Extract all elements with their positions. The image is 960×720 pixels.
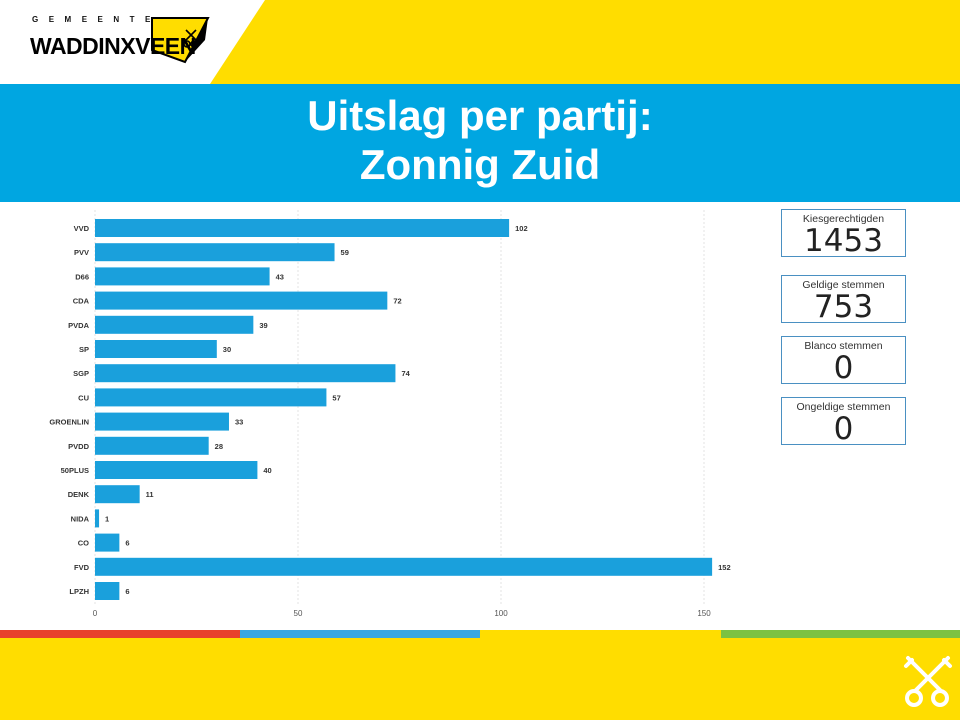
footer-stripe-red — [0, 630, 240, 638]
category-label: FVD — [74, 563, 90, 572]
data-label: 40 — [263, 466, 271, 475]
data-label: 6 — [125, 539, 129, 548]
data-label: 72 — [393, 297, 401, 306]
x-tick-label: 0 — [93, 609, 98, 618]
bar — [95, 364, 396, 383]
kpi-label: Blanco stemmen — [804, 340, 883, 352]
category-label: LPZH — [69, 587, 89, 596]
x-tick-label: 100 — [494, 609, 508, 618]
bar — [95, 412, 229, 431]
bar — [95, 291, 388, 310]
kpi-label: Geldige stemmen — [802, 279, 885, 291]
logo-gemeente-text: GEMEENTE — [32, 15, 161, 24]
category-label: PVDD — [68, 442, 89, 451]
page-title: Uitslag per partij: — [307, 92, 653, 139]
bar — [95, 436, 209, 455]
category-label: DENK — [68, 490, 90, 499]
footer-stripe-blue — [240, 630, 480, 638]
footer-keys-icon — [904, 656, 952, 707]
title-band: Uitslag per partij: Zonnig Zuid — [0, 84, 960, 202]
category-label: D66 — [75, 272, 89, 281]
kpi-card-invalid-votes: Ongeldige stemmen 0 — [781, 397, 906, 445]
footer-stripe-green — [721, 630, 960, 638]
data-label: 1 — [105, 514, 109, 523]
category-label: NIDA — [71, 514, 90, 523]
data-label: 30 — [223, 345, 231, 354]
bar — [95, 219, 510, 237]
data-label: 102 — [515, 224, 528, 233]
kpi-value: 753 — [813, 289, 874, 325]
kpi-card-eligible-voters: Kiesgerechtigden 1453 — [781, 209, 906, 257]
bar — [95, 533, 120, 552]
data-label: 39 — [259, 321, 267, 330]
category-label: PVV — [74, 248, 89, 257]
bar — [95, 582, 120, 600]
data-label: 57 — [332, 393, 340, 402]
kpi-value: 1453 — [804, 223, 883, 259]
category-label: SGP — [73, 369, 89, 378]
bar — [95, 315, 254, 334]
data-label: 6 — [125, 587, 129, 596]
kpi-value: 0 — [833, 411, 854, 447]
page-subtitle: Zonnig Zuid — [359, 141, 601, 188]
bar — [95, 509, 100, 528]
category-label: VVD — [74, 224, 90, 233]
data-label: 28 — [215, 442, 223, 451]
logo-name-text: WADDINXVEEN — [30, 33, 196, 59]
kpi-card-valid-votes: Geldige stemmen 753 — [781, 275, 906, 323]
category-label: 50PLUS — [61, 466, 89, 475]
kpi-value: 0 — [833, 350, 854, 386]
category-label: GROENLIN — [49, 418, 89, 427]
category-label: CO — [78, 539, 89, 548]
category-label: SP — [79, 345, 89, 354]
category-label: PVDA — [68, 321, 89, 330]
footer-background — [0, 638, 960, 720]
data-label: 59 — [341, 248, 349, 257]
bar — [95, 267, 270, 286]
kpi-label: Kiesgerechtigden — [802, 213, 885, 225]
bar — [95, 340, 217, 358]
bar — [95, 557, 713, 576]
logo-keys-icon — [183, 29, 198, 48]
x-tick-label: 50 — [294, 609, 303, 618]
data-label: 33 — [235, 418, 243, 427]
category-label: CU — [78, 393, 89, 402]
data-label: 74 — [401, 369, 410, 378]
x-tick-label: 150 — [697, 609, 711, 618]
header-graphic — [0, 0, 265, 84]
bar — [95, 461, 258, 479]
bar — [95, 485, 140, 504]
data-label: 43 — [276, 272, 284, 281]
bar — [95, 388, 327, 407]
kpi-label: Ongeldige stemmen — [796, 401, 891, 413]
data-label: 11 — [146, 490, 154, 499]
category-label: CDA — [73, 297, 90, 306]
footer-stripe-yellow — [480, 630, 721, 638]
party-results-chart: 0 50 100 150 VVD 102 PVV 59 D66 43 CDA 72 PVDA 39 SP 30… — [49, 210, 731, 618]
logo-shield-shadow-icon — [185, 18, 208, 62]
data-label: 152 — [718, 563, 731, 572]
bar — [95, 243, 335, 262]
kpi-card-blank-votes: Blanco stemmen 0 — [781, 336, 906, 384]
